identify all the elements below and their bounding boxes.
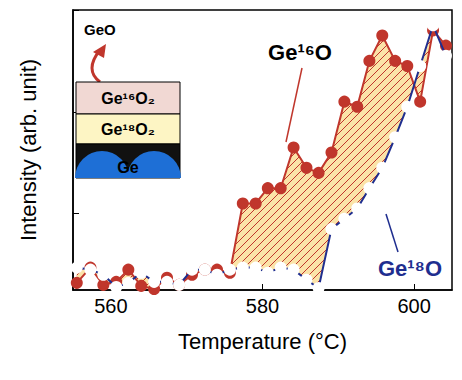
svg-text:Ge¹⁸O₂: Ge¹⁸O₂	[101, 121, 155, 138]
svg-text:560: 560	[94, 295, 127, 317]
svg-text:580: 580	[246, 295, 279, 317]
svg-text:Ge¹⁶O: Ge¹⁶O	[268, 40, 332, 65]
svg-text:600: 600	[397, 295, 430, 317]
svg-text:Ge¹⁶O₂: Ge¹⁶O₂	[101, 90, 155, 107]
svg-text:Ge¹⁸O: Ge¹⁸O	[378, 256, 442, 281]
svg-text:Temperature (°C): Temperature (°C)	[178, 329, 347, 354]
svg-text:GeO: GeO	[84, 21, 116, 38]
svg-text:Intensity (arb. unit): Intensity (arb. unit)	[16, 59, 41, 241]
svg-text:Ge: Ge	[117, 159, 138, 176]
